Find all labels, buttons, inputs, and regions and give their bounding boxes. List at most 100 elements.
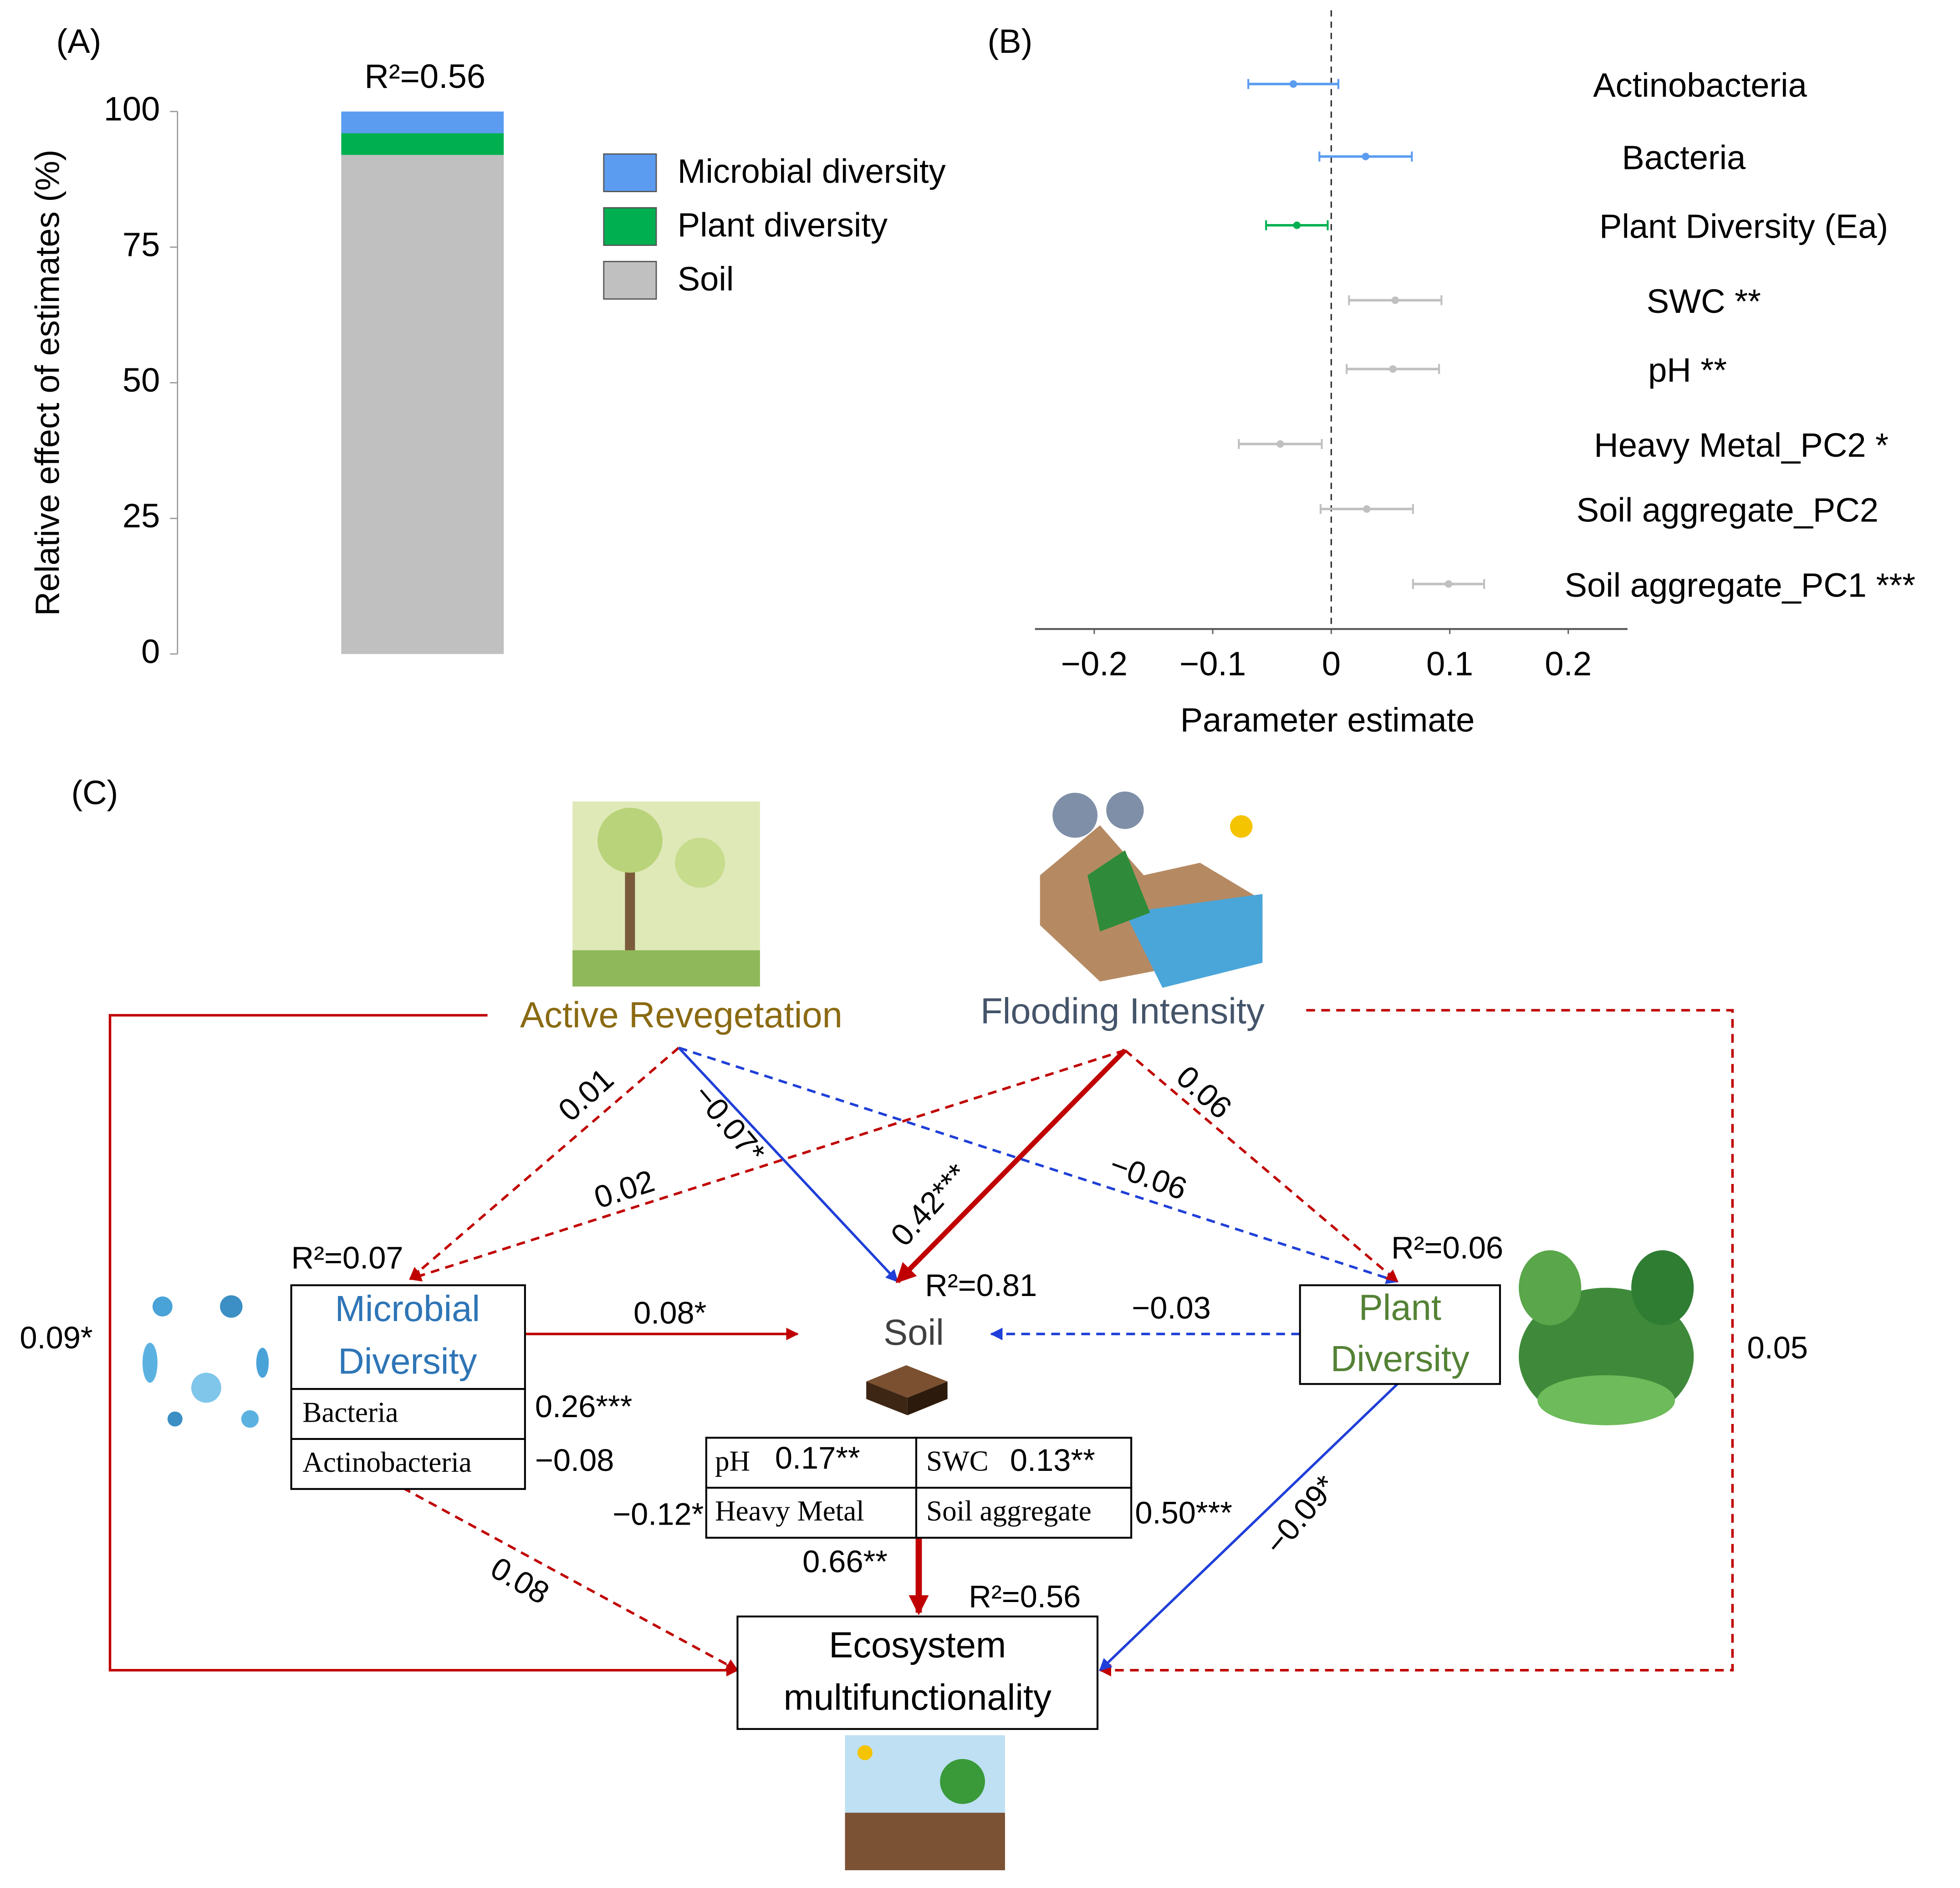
node-label: Microbial — [335, 1288, 480, 1329]
point — [1289, 80, 1297, 88]
node-label: Active Revegetation — [520, 995, 842, 1035]
legend-label: Soil — [678, 260, 734, 298]
table-cell — [915, 1437, 1133, 1489]
point — [1362, 153, 1370, 160]
table-cell — [915, 1486, 1133, 1539]
node-label: Flooding Intensity — [980, 991, 1265, 1031]
table-value: 0.17** — [775, 1440, 860, 1475]
path-coefficient: −0.03 — [1132, 1290, 1211, 1325]
point — [1444, 580, 1453, 588]
icon-soil — [866, 1365, 948, 1415]
path-coefficient: 0.08* — [633, 1295, 706, 1330]
table-label: pH — [715, 1445, 750, 1477]
path-coefficient: 0.05 — [1747, 1330, 1808, 1365]
path-arrow — [1099, 1383, 1399, 1671]
node-label: Diversity — [338, 1341, 477, 1381]
node-box — [736, 1615, 1099, 1730]
category-label: pH ** — [1648, 351, 1727, 389]
y-tick-label: 50 — [122, 361, 160, 399]
point — [1363, 505, 1371, 513]
table-cell — [705, 1437, 918, 1489]
category-label: Bacteria — [1622, 139, 1746, 177]
legend-swatch — [603, 207, 657, 246]
point — [1276, 440, 1284, 448]
icon-flooding — [1040, 791, 1263, 988]
x-tick-label: −0.1 — [1179, 645, 1246, 683]
path-coefficient: 0.06 — [1170, 1059, 1239, 1126]
path-arrow — [408, 1049, 1126, 1282]
category-label: Soil aggregate_PC2 — [1577, 491, 1878, 529]
category-label: Soil aggregate_PC1 *** — [1565, 566, 1915, 604]
panel-label: (B) — [987, 22, 1032, 60]
table-value: 0.50*** — [1135, 1495, 1232, 1531]
table-cell — [705, 1486, 918, 1539]
panel-label: (C) — [71, 774, 118, 811]
table-value: 0.26*** — [535, 1389, 633, 1424]
path-arrow — [409, 1046, 680, 1280]
path-arrow — [678, 1046, 898, 1283]
path-coefficient: 0.09* — [20, 1320, 92, 1355]
path-diagram: (C) 0.01 0.02 −0.07* 0.42*** −0.06 0.06 … — [20, 774, 1808, 1870]
icon-microbes — [142, 1295, 269, 1428]
y-axis-label: Relative effect of estimates (%) — [28, 149, 66, 616]
r-squared: R²=0.07 — [291, 1240, 403, 1276]
node-label: Diversity — [1331, 1338, 1470, 1379]
category-label: Heavy Metal_PC2 * — [1594, 426, 1889, 464]
legend-swatch — [603, 260, 657, 300]
point — [1389, 365, 1397, 373]
x-tick-label: 0.2 — [1545, 645, 1592, 683]
point — [1391, 296, 1399, 304]
path-coefficient: 0.08 — [485, 1550, 555, 1611]
node-label: multifunctionality — [784, 1677, 1052, 1718]
legend-label: Microbial diversity — [678, 153, 946, 190]
path-coefficient: 0.01 — [551, 1061, 620, 1128]
table-value: −0.12* — [612, 1496, 704, 1531]
node-box — [290, 1284, 526, 1390]
table-cell — [290, 1438, 526, 1490]
y-tick-label: 25 — [122, 497, 160, 535]
legend-swatch — [603, 153, 657, 192]
node-label: Ecosystem — [829, 1624, 1006, 1665]
y-tick-label: 100 — [104, 90, 160, 128]
node-box — [1299, 1284, 1501, 1385]
x-tick-label: 0.1 — [1426, 645, 1473, 683]
bar-segment — [341, 111, 504, 133]
path-arrow — [402, 1486, 739, 1672]
table-label: SWC — [926, 1445, 989, 1477]
path-arrow — [678, 1046, 1399, 1284]
panel-label: (A) — [56, 22, 102, 60]
node-label: Plant — [1359, 1287, 1441, 1327]
icon-revegetation — [572, 801, 760, 987]
category-label: SWC ** — [1647, 282, 1761, 320]
table-value: −0.08 — [535, 1443, 614, 1478]
y-tick-label: 75 — [122, 225, 160, 263]
path-coefficient: −0.09* — [1258, 1469, 1343, 1561]
table-label: Soil aggregate — [926, 1495, 1092, 1527]
table-label: Heavy Metal — [715, 1495, 864, 1527]
legend-label: Plant diversity — [678, 206, 888, 244]
x-axis-label: Parameter estimate — [1180, 701, 1475, 739]
path-arrow — [1098, 1009, 1734, 1677]
x-tick-label: 0 — [1322, 645, 1341, 683]
table-value: 0.13** — [1010, 1443, 1095, 1478]
r-squared: R²=0.81 — [925, 1268, 1037, 1303]
table-label: Actinobacteria — [302, 1446, 472, 1478]
path-arrow — [108, 1014, 739, 1677]
category-label: Plant Diversity (Ea) — [1599, 207, 1888, 245]
category-label: Actinobacteria — [1593, 66, 1807, 104]
path-coefficient: 0.42*** — [884, 1157, 975, 1253]
path-arrow — [895, 1048, 1127, 1284]
y-tick-label: 0 — [141, 633, 160, 670]
path-coefficient: −0.07* — [687, 1077, 772, 1170]
bar-segment — [341, 133, 504, 155]
path-coefficient: 0.02 — [590, 1163, 658, 1215]
table-label: Bacteria — [302, 1396, 398, 1428]
path-coefficient: −0.06 — [1105, 1147, 1191, 1207]
bar-segment — [341, 155, 504, 654]
node-label: Soil — [883, 1312, 944, 1352]
x-tick-label: −0.2 — [1061, 645, 1128, 683]
icon-plants — [1519, 1250, 1694, 1425]
r-squared: R²=0.06 — [1391, 1230, 1503, 1265]
point — [1293, 221, 1301, 229]
